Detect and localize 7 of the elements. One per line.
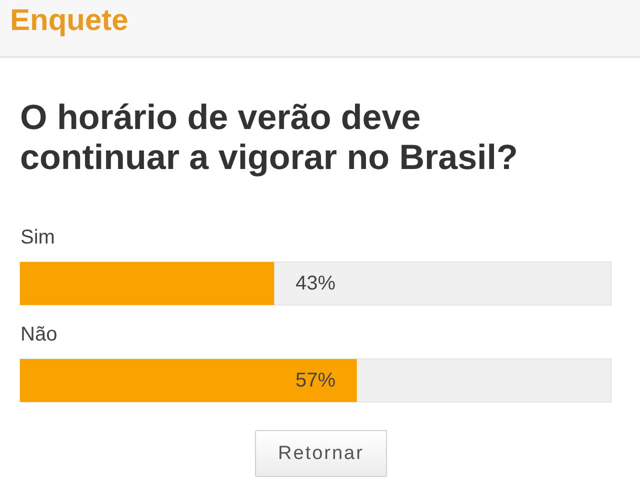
- chart-subtitle: O horário de verão deve continuar a vigorar no Brasil?: [20, 98, 519, 178]
- return-button[interactable]: Retornar: [255, 430, 387, 477]
- data-label: 57%: [295, 370, 336, 392]
- y-tick-label: Sim: [20, 226, 55, 248]
- data-label: 43%: [295, 272, 336, 294]
- y-tick-label: Não: [20, 324, 58, 346]
- chart-title: Enquete: [10, 3, 128, 39]
